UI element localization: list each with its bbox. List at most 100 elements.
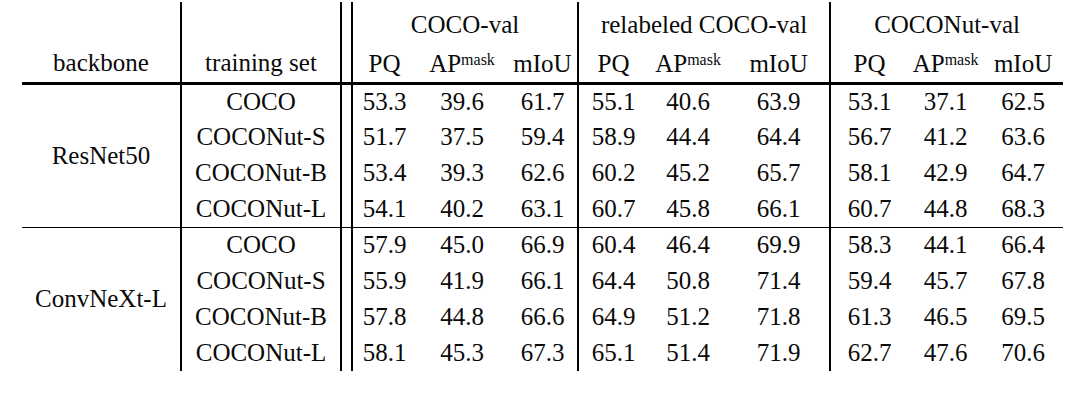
double-rule-spacer <box>341 2 352 83</box>
metric-cell: 42.9 <box>908 155 983 191</box>
table-row: ResNet50 COCO 53.3 39.6 61.7 55.1 40.6 6… <box>22 83 1063 119</box>
metric-cell: 71.4 <box>728 263 830 299</box>
metric-cell: 62.7 <box>830 335 908 371</box>
metric-cell: 58.9 <box>578 119 648 155</box>
metric-cell: 66.6 <box>508 299 578 335</box>
training-set-cell: COCO <box>181 83 341 119</box>
metric-cell: 55.1 <box>578 83 648 119</box>
metric-cell: 47.6 <box>908 335 983 371</box>
metric-cell: 69.9 <box>728 227 830 263</box>
metric-cell: 57.9 <box>352 227 416 263</box>
metric-cell: 58.1 <box>352 335 416 371</box>
table-body: ResNet50 COCO 53.3 39.6 61.7 55.1 40.6 6… <box>22 83 1063 371</box>
metric-cell: 68.3 <box>983 191 1063 227</box>
col-header-miou: mIoU <box>508 47 578 83</box>
training-set-cell: COCONut-S <box>181 263 341 299</box>
double-rule-spacer <box>341 119 352 155</box>
metric-cell: 64.9 <box>578 299 648 335</box>
metric-cell: 51.2 <box>648 299 728 335</box>
metric-cell: 40.2 <box>416 191 508 227</box>
double-rule-spacer <box>341 335 352 371</box>
metric-cell: 64.7 <box>983 155 1063 191</box>
metric-cell: 39.6 <box>416 83 508 119</box>
ap-label: AP <box>913 50 945 77</box>
training-set-cell: COCONut-L <box>181 335 341 371</box>
col-header-ap-mask: APmask <box>648 47 728 83</box>
metric-cell: 50.8 <box>648 263 728 299</box>
metric-cell: 57.8 <box>352 299 416 335</box>
metric-cell: 41.2 <box>908 119 983 155</box>
metric-cell: 54.1 <box>352 191 416 227</box>
metric-cell: 70.6 <box>983 335 1063 371</box>
group-header-row: backbone training set COCO-val relabeled… <box>22 2 1063 47</box>
col-header-miou: mIoU <box>728 47 830 83</box>
metric-cell: 60.4 <box>578 227 648 263</box>
metric-cell: 71.9 <box>728 335 830 371</box>
metric-cell: 55.9 <box>352 263 416 299</box>
metric-cell: 58.1 <box>830 155 908 191</box>
metric-cell: 53.4 <box>352 155 416 191</box>
metric-cell: 51.7 <box>352 119 416 155</box>
metric-cell: 39.3 <box>416 155 508 191</box>
metric-cell: 45.8 <box>648 191 728 227</box>
metric-cell: 66.4 <box>983 227 1063 263</box>
metric-cell: 66.9 <box>508 227 578 263</box>
metric-cell: 46.5 <box>908 299 983 335</box>
metric-cell: 64.4 <box>578 263 648 299</box>
col-header-miou: mIoU <box>983 47 1063 83</box>
col-header-pq: PQ <box>352 47 416 83</box>
metric-cell: 45.0 <box>416 227 508 263</box>
metric-cell: 59.4 <box>508 119 578 155</box>
metric-cell: 66.1 <box>508 263 578 299</box>
metric-cell: 56.7 <box>830 119 908 155</box>
metric-cell: 44.4 <box>648 119 728 155</box>
col-header-pq: PQ <box>830 47 908 83</box>
col-header-pq: PQ <box>578 47 648 83</box>
col-header-backbone: backbone <box>22 2 181 83</box>
metric-cell: 41.9 <box>416 263 508 299</box>
double-rule-spacer <box>341 227 352 263</box>
table-row: ConvNeXt-L COCO 57.9 45.0 66.9 60.4 46.4… <box>22 227 1063 263</box>
group-header-coco-val: COCO-val <box>352 2 578 47</box>
metric-cell: 62.6 <box>508 155 578 191</box>
metric-cell: 58.3 <box>830 227 908 263</box>
metric-cell: 46.4 <box>648 227 728 263</box>
double-rule-spacer <box>341 83 352 119</box>
metric-cell: 60.2 <box>578 155 648 191</box>
training-set-cell: COCONut-L <box>181 191 341 227</box>
metric-cell: 65.1 <box>578 335 648 371</box>
training-set-cell: COCONut-S <box>181 119 341 155</box>
metric-cell: 65.7 <box>728 155 830 191</box>
metric-cell: 63.6 <box>983 119 1063 155</box>
metric-cell: 45.2 <box>648 155 728 191</box>
metric-cell: 60.7 <box>830 191 908 227</box>
double-rule-spacer <box>341 299 352 335</box>
metric-cell: 44.1 <box>908 227 983 263</box>
group-header-coconut-val: COCONut-val <box>830 2 1063 47</box>
metric-cell: 61.7 <box>508 83 578 119</box>
metric-cell: 53.1 <box>830 83 908 119</box>
metric-cell: 69.5 <box>983 299 1063 335</box>
metric-cell: 45.3 <box>416 335 508 371</box>
backbone-cell: ConvNeXt-L <box>22 227 181 371</box>
table-header: backbone training set COCO-val relabeled… <box>22 2 1063 83</box>
ap-superscript: mask <box>687 51 721 68</box>
metric-cell: 66.1 <box>728 191 830 227</box>
training-set-cell: COCO <box>181 227 341 263</box>
paper-table-figure: backbone training set COCO-val relabeled… <box>0 0 1080 371</box>
metric-cell: 71.8 <box>728 299 830 335</box>
double-rule-spacer <box>341 263 352 299</box>
metric-cell: 60.7 <box>578 191 648 227</box>
metric-cell: 40.6 <box>648 83 728 119</box>
results-table: backbone training set COCO-val relabeled… <box>22 2 1063 371</box>
col-header-ap-mask: APmask <box>908 47 983 83</box>
metric-cell: 37.1 <box>908 83 983 119</box>
training-set-cell: COCONut-B <box>181 155 341 191</box>
metric-cell: 67.3 <box>508 335 578 371</box>
metric-cell: 53.3 <box>352 83 416 119</box>
backbone-cell: ResNet50 <box>22 83 181 227</box>
group-header-relabeled-coco-val: relabeled COCO-val <box>578 2 830 47</box>
ap-superscript: mask <box>945 51 979 68</box>
ap-label: AP <box>655 50 687 77</box>
col-header-training-set: training set <box>181 2 341 83</box>
